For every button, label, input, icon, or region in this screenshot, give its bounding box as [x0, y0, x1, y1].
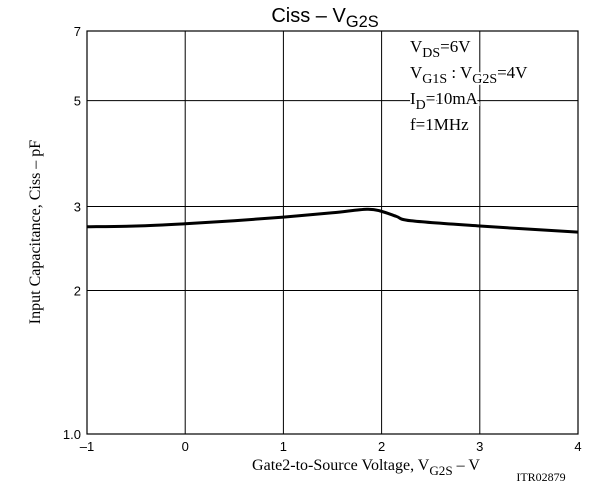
x-tick-label: 0 — [182, 439, 189, 454]
figure-code: ITR02879 — [516, 470, 565, 484]
text-run: : V — [447, 63, 473, 82]
y-tick-label: 1.0 — [63, 427, 81, 442]
text-run: DS — [422, 46, 440, 61]
x-axis-label: Gate2-to-Source Voltage, VG2S – V — [252, 457, 480, 478]
x-tick-label: 3 — [476, 439, 483, 454]
y-tick-label: 5 — [74, 94, 81, 109]
text-run: D — [416, 98, 426, 113]
x-tick-label: 4 — [574, 439, 581, 454]
x-tick-label: 2 — [378, 439, 385, 454]
text-run: G2S — [429, 463, 452, 478]
text-run: I — [410, 89, 416, 108]
annotation: f=1MHz — [410, 115, 469, 134]
text-run: G2S — [346, 13, 379, 31]
text-run: G2S — [472, 72, 497, 87]
annotation: VG1S : VG2S=4V — [410, 63, 528, 87]
y-tick-label: 2 — [74, 283, 81, 298]
text-run: f=1MHz — [410, 115, 469, 134]
x-tick-label: –1 — [80, 439, 94, 454]
data-line — [86, 207, 579, 234]
text-run: V — [410, 37, 423, 56]
text-run: =4V — [497, 63, 528, 82]
x-tick-label: 1 — [280, 439, 287, 454]
text-run: – V — [453, 457, 481, 474]
text-run: =6V — [440, 37, 471, 56]
annotation: VDS=6V — [410, 37, 471, 61]
chart-title: Ciss – VG2S — [271, 5, 378, 31]
text-run: G1S — [422, 72, 447, 87]
y-tick-label: 7 — [74, 24, 81, 39]
y-axis-label: Input Capacitance, Ciss – pF — [27, 140, 44, 325]
text-run: =10mA — [426, 89, 479, 108]
annotation: ID=10mA — [410, 89, 479, 113]
text-run: Ciss – V — [271, 5, 346, 27]
plot-frame — [86, 30, 579, 435]
text-run: V — [410, 63, 423, 82]
text-run: Gate2-to-Source Voltage, V — [252, 457, 430, 474]
y-tick-label: 3 — [74, 199, 81, 214]
